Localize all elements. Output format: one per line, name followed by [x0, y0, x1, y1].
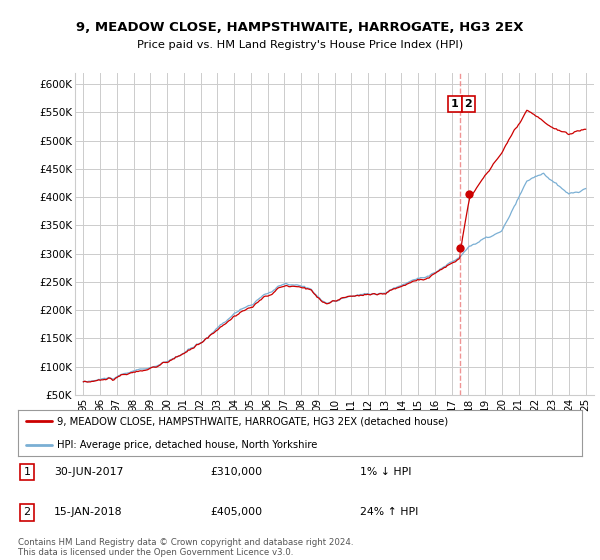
Text: 24% ↑ HPI: 24% ↑ HPI — [360, 507, 418, 517]
Text: Price paid vs. HM Land Registry's House Price Index (HPI): Price paid vs. HM Land Registry's House … — [137, 40, 463, 50]
Text: 15-JAN-2018: 15-JAN-2018 — [54, 507, 122, 517]
Text: £310,000: £310,000 — [210, 467, 262, 477]
Text: 30-JUN-2017: 30-JUN-2017 — [54, 467, 124, 477]
Text: Contains HM Land Registry data © Crown copyright and database right 2024.
This d: Contains HM Land Registry data © Crown c… — [18, 538, 353, 557]
Text: HPI: Average price, detached house, North Yorkshire: HPI: Average price, detached house, Nort… — [58, 440, 318, 450]
Text: 1: 1 — [451, 99, 459, 109]
Text: £405,000: £405,000 — [210, 507, 262, 517]
Text: 9, MEADOW CLOSE, HAMPSTHWAITE, HARROGATE, HG3 2EX (detached house): 9, MEADOW CLOSE, HAMPSTHWAITE, HARROGATE… — [58, 416, 449, 426]
Text: 1% ↓ HPI: 1% ↓ HPI — [360, 467, 412, 477]
Text: 9, MEADOW CLOSE, HAMPSTHWAITE, HARROGATE, HG3 2EX: 9, MEADOW CLOSE, HAMPSTHWAITE, HARROGATE… — [76, 21, 524, 34]
Text: 2: 2 — [464, 99, 472, 109]
Text: 2: 2 — [23, 507, 31, 517]
Text: 1: 1 — [23, 467, 31, 477]
